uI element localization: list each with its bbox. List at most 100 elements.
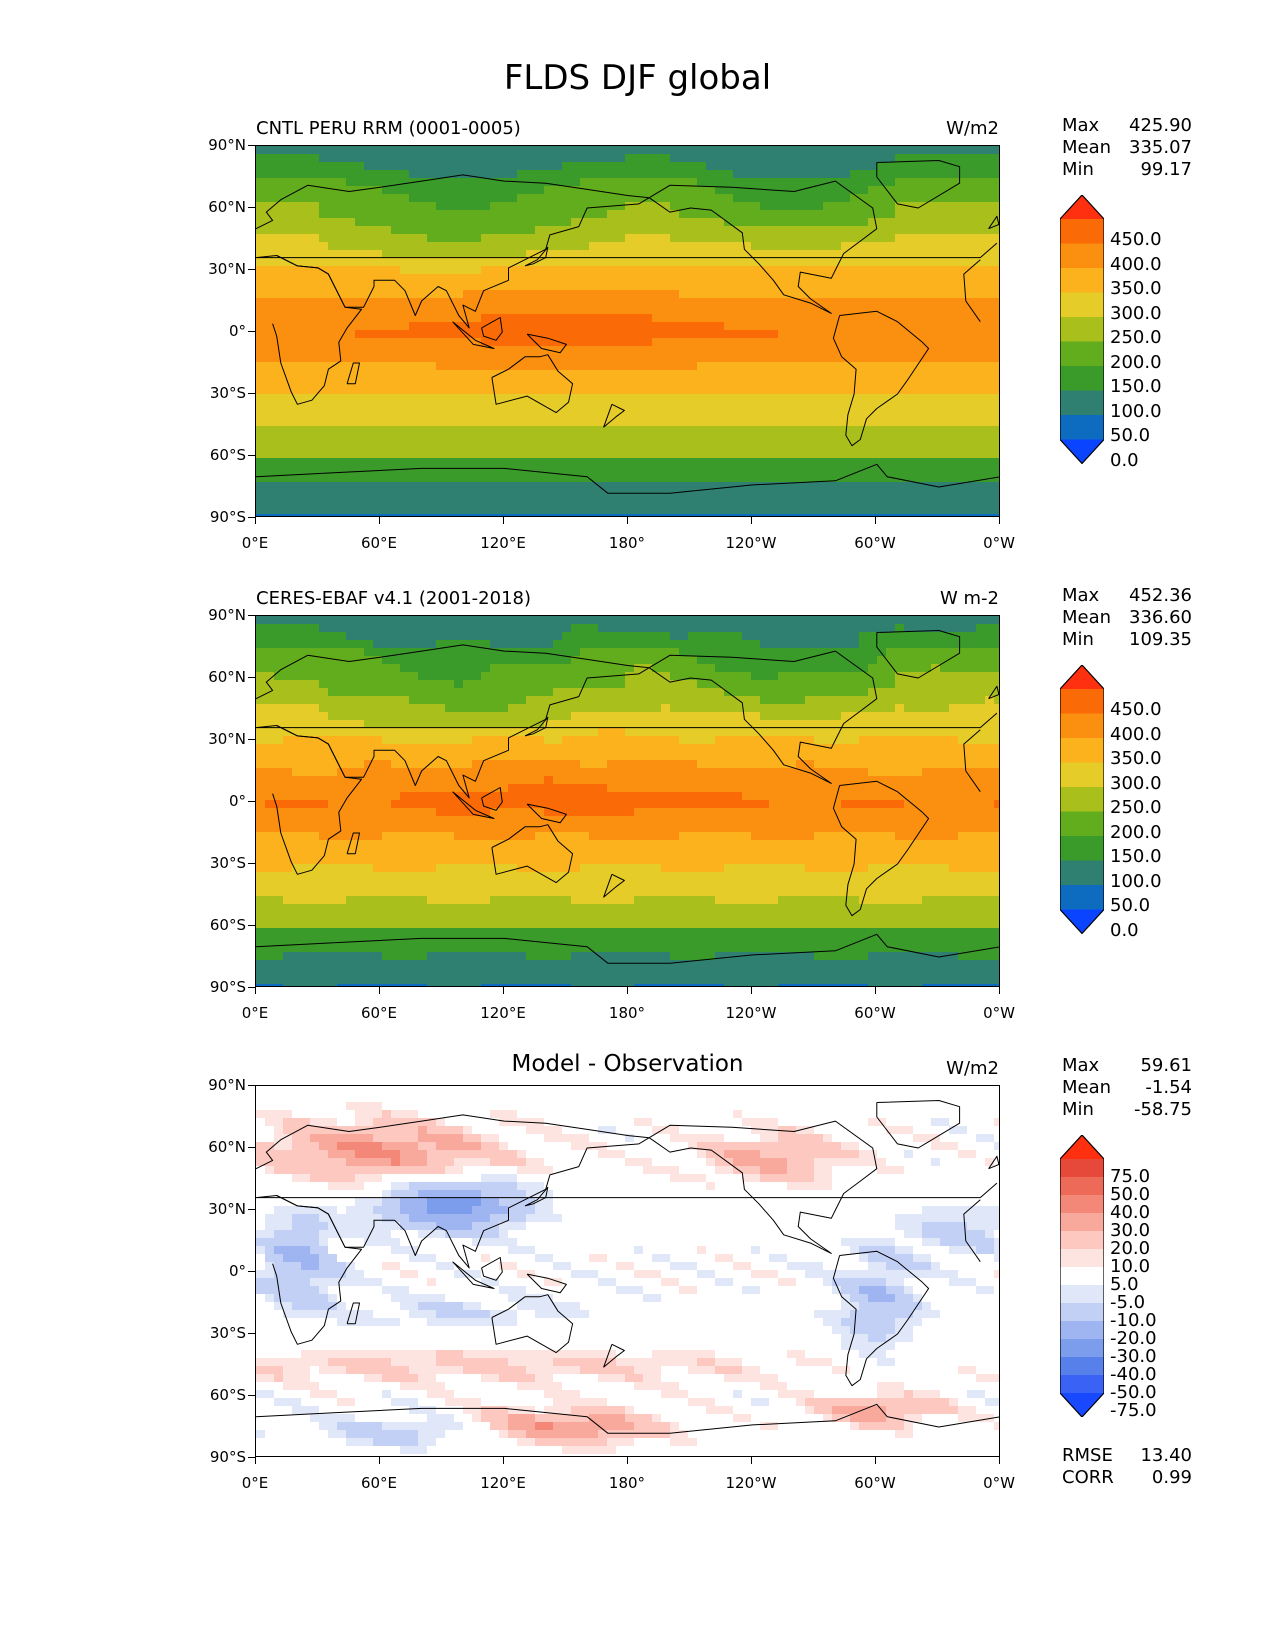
colorbar-segment: [1060, 292, 1104, 318]
x-tick-label: 120°W: [725, 1004, 777, 1022]
y-tick: [248, 924, 255, 926]
colorbar-segment: [1060, 243, 1104, 269]
field-cells: [256, 616, 999, 986]
colorbar-svg: [1059, 664, 1105, 935]
coastlines: [256, 160, 999, 494]
stat-value: -1.54: [1145, 1077, 1192, 1098]
colorbar: [1059, 664, 1105, 935]
colorbar-segment: [1060, 1357, 1104, 1376]
y-tick: [248, 392, 255, 394]
colorbar-segment: [1060, 885, 1104, 911]
coastline: [524, 716, 549, 737]
coastline: [452, 791, 495, 819]
x-tick-label: 120°E: [480, 1474, 526, 1492]
map-model: [255, 145, 1000, 517]
colorbar: [1059, 194, 1105, 465]
stat-label: Max: [1062, 115, 1100, 136]
colorbar-segment: [1060, 1375, 1104, 1394]
colorbar-label: 450.0: [1110, 699, 1162, 721]
stat-row: Mean -1.54: [1062, 1077, 1192, 1099]
colorbar-segment: [1060, 1285, 1104, 1304]
x-tick-label: 120°E: [480, 534, 526, 552]
y-tick-label: 0°: [228, 322, 246, 340]
x-tick: [874, 1457, 876, 1464]
colorbar-label: -10.0: [1110, 1310, 1157, 1331]
coastline: [648, 180, 878, 314]
colorbar-segment: [1060, 317, 1104, 343]
stat-row: Max 425.90: [1062, 115, 1192, 137]
colorbar-label: 0.0: [1110, 449, 1139, 471]
map-difference: [255, 1085, 1000, 1457]
stats-box: Max 59.61 Mean -1.54 Min -58.75: [1062, 1055, 1192, 1121]
coastline: [481, 317, 503, 341]
x-tick: [502, 517, 504, 524]
coastline: [491, 354, 574, 414]
colorbar-label: -40.0: [1110, 1364, 1157, 1385]
stat-row: RMSE 13.40: [1062, 1445, 1192, 1467]
x-tick-label: 120°E: [480, 1004, 526, 1022]
colorbar-label: 5.0: [1110, 1274, 1139, 1295]
x-tick-label: 60°W: [854, 1474, 896, 1492]
coastline: [648, 1120, 878, 1254]
coastline: [256, 933, 999, 964]
coastline: [832, 780, 930, 917]
colorbar-label: 75.0: [1110, 1166, 1151, 1187]
y-tick-label: 30°N: [208, 260, 246, 278]
y-tick: [248, 614, 255, 616]
stat-label: Min: [1062, 1099, 1094, 1120]
colorbar-svg: [1059, 1134, 1105, 1418]
stat-row: Max 452.36: [1062, 585, 1192, 607]
rmse-corr-box: RMSE 13.40 CORR 0.99: [1062, 1445, 1192, 1489]
colorbar-segment: [1060, 1339, 1104, 1358]
x-tick: [378, 1457, 380, 1464]
stat-label: Min: [1062, 629, 1094, 650]
colorbar-label: 450.0: [1110, 229, 1162, 251]
colorbar-segment: [1060, 1249, 1104, 1268]
colorbar-label: 250.0: [1110, 797, 1162, 819]
coastline: [988, 215, 999, 230]
y-tick: [248, 1270, 255, 1272]
y-tick-label: 60°N: [208, 1138, 246, 1156]
colorbar-segment: [1060, 1195, 1104, 1214]
x-tick: [874, 517, 876, 524]
y-tick-label: 90°S: [209, 1448, 246, 1466]
colorbar-label: 30.0: [1110, 1220, 1151, 1241]
y-tick: [248, 516, 255, 518]
y-tick: [248, 454, 255, 456]
colorbar-segment: [1060, 762, 1104, 788]
coastline: [346, 362, 360, 385]
colorbar-label: 50.0: [1110, 425, 1151, 447]
x-tick: [998, 517, 1000, 524]
y-tick: [248, 1394, 255, 1396]
field-cells: [256, 146, 999, 516]
y-tick: [248, 1332, 255, 1334]
x-tick: [998, 1457, 1000, 1464]
panel-observation: CERES-EBAF v4.1 (2001-2018) W m-2 Max 452…: [0, 585, 1275, 1055]
coastline: [481, 1257, 503, 1281]
y-tick: [248, 1146, 255, 1148]
colorbar-segment: [1060, 836, 1104, 862]
coastline: [256, 1114, 998, 1269]
colorbar-segment: [1060, 415, 1104, 441]
map-field: [256, 1086, 999, 1456]
colorbar: [1059, 1134, 1105, 1418]
panel-difference: Model - Observation W/m2 Max 59.61 Mean -1.…: [0, 1051, 1275, 1525]
colorbar-label: 350.0: [1110, 278, 1162, 300]
coastline: [832, 310, 930, 447]
figure-title: FLDS DJF global: [503, 58, 772, 98]
y-tick: [248, 1456, 255, 1458]
map-observation: [255, 615, 1000, 987]
colorbar-segment: [1060, 787, 1104, 813]
x-tick-label: 60°W: [854, 534, 896, 552]
coastline: [256, 1403, 999, 1434]
y-tick-label: 30°S: [209, 854, 246, 872]
colorbar-segment: [1060, 366, 1104, 392]
coastline: [256, 463, 999, 494]
coastline: [603, 1343, 625, 1368]
colorbar-label: -30.0: [1110, 1346, 1157, 1367]
coastline: [988, 1155, 999, 1170]
y-tick: [248, 144, 255, 146]
coastline: [256, 174, 998, 329]
colorbar-segment: [1060, 1213, 1104, 1232]
x-tick: [254, 987, 256, 994]
